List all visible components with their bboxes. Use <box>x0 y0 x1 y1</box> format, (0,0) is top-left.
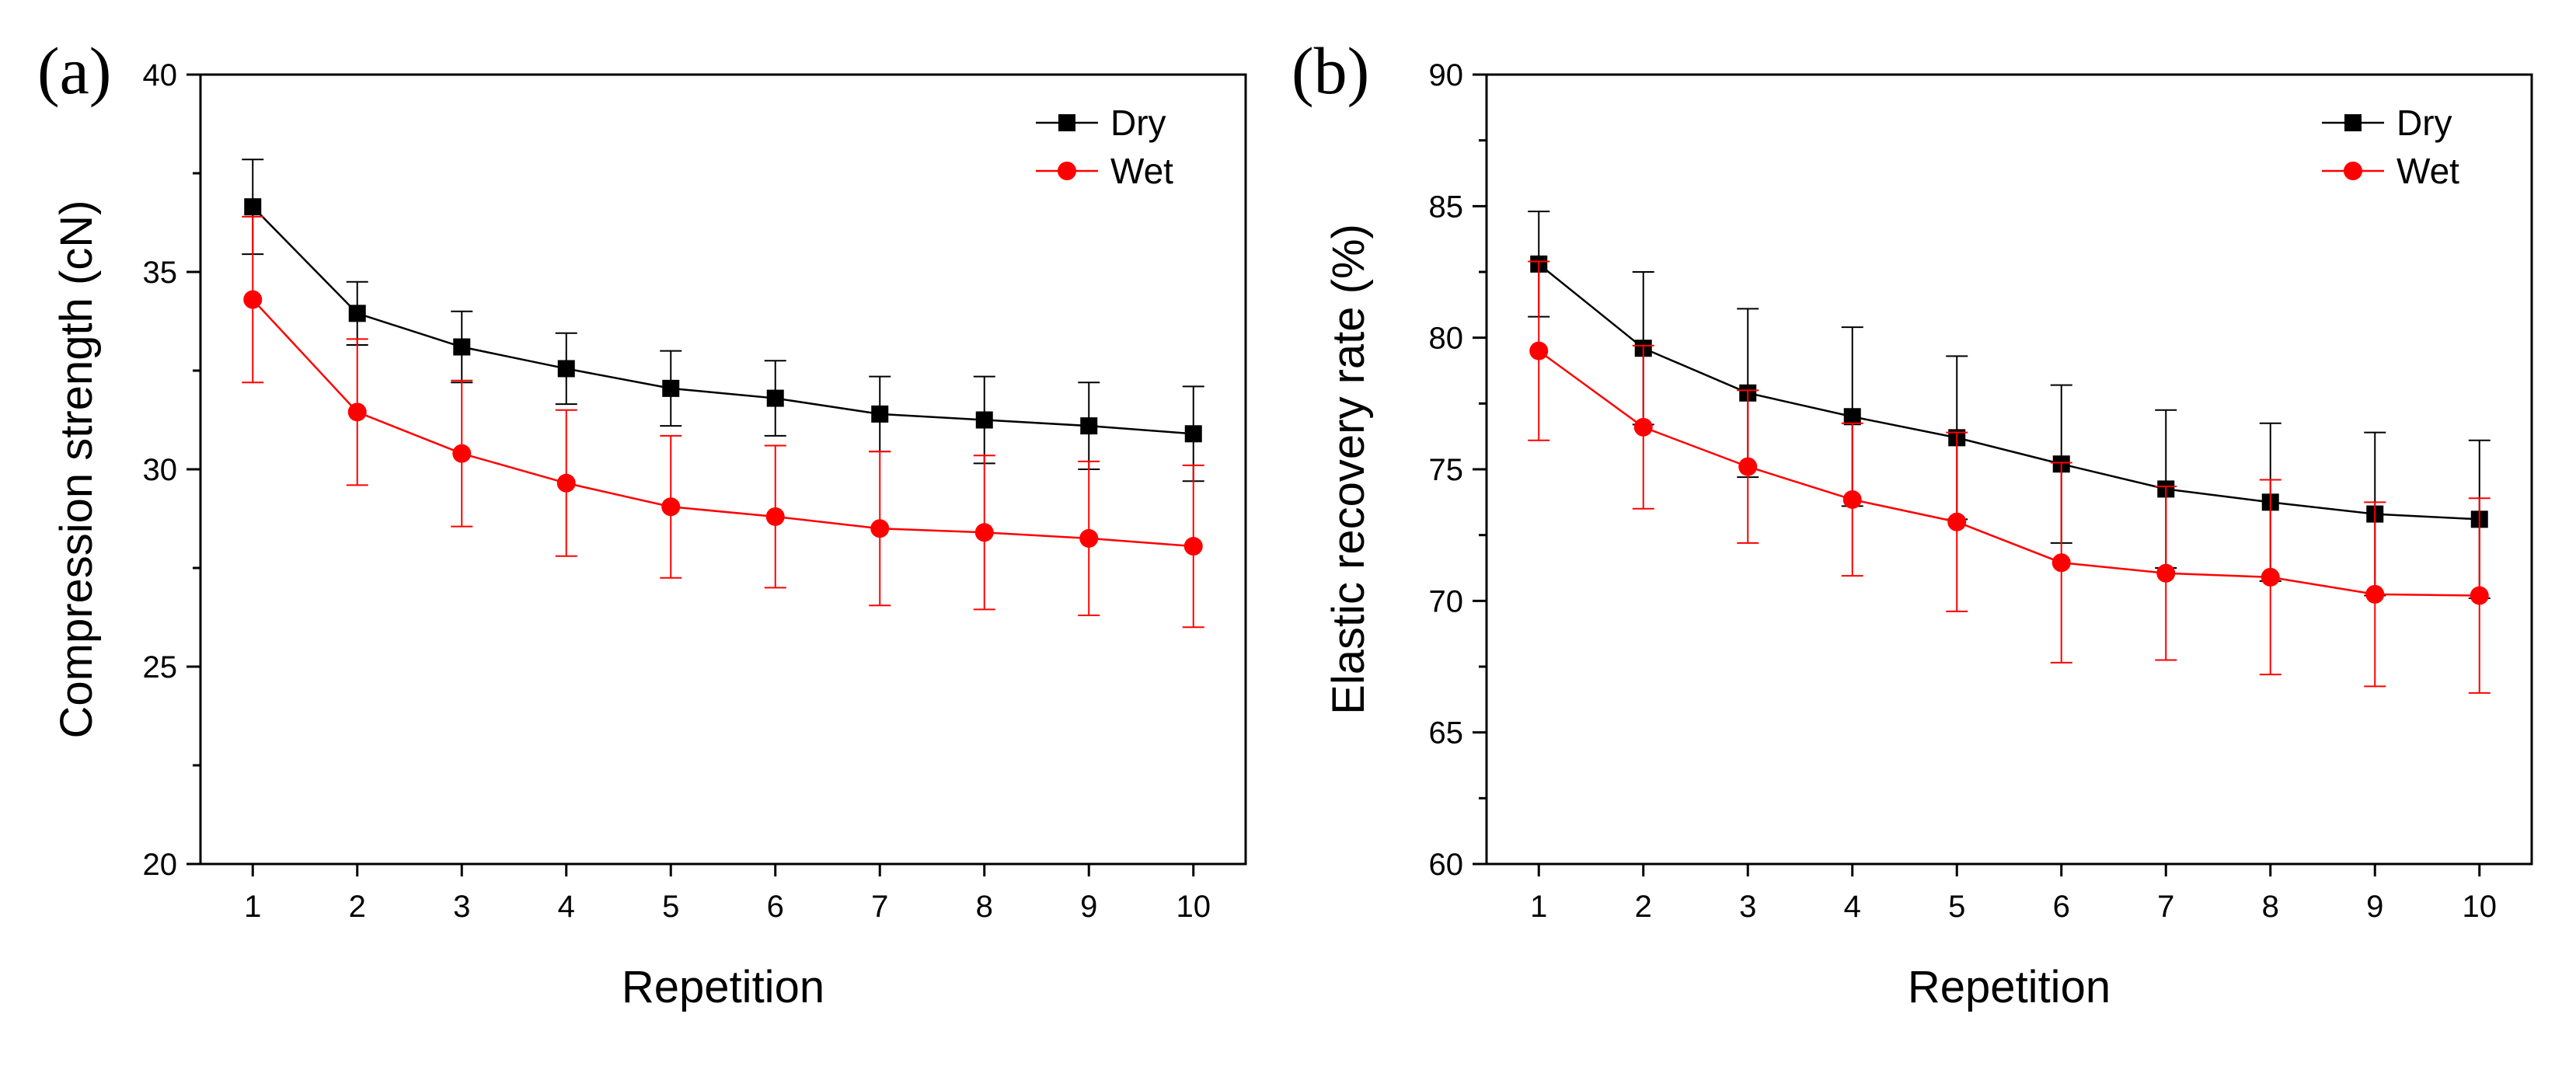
x-tick-label: 2 <box>349 890 366 924</box>
data-point <box>348 305 366 322</box>
x-tick-label: 6 <box>767 890 784 924</box>
x-tick-label: 4 <box>558 890 575 924</box>
x-tick-label: 1 <box>1530 890 1547 924</box>
x-tick-label: 3 <box>1739 890 1756 924</box>
y-axis-title: Elastic recovery rate (%) <box>1323 224 1374 715</box>
legend-label: Wet <box>2396 151 2459 191</box>
x-tick-label: 2 <box>1635 890 1652 924</box>
series-line <box>252 206 1194 435</box>
x-tick-label: 10 <box>2463 890 2498 924</box>
legend-marker <box>1058 114 1075 131</box>
series-wet <box>1528 260 2491 694</box>
panel-label: (b) <box>1291 33 1369 108</box>
data-point <box>661 497 681 517</box>
y-tick-label: 60 <box>1429 848 1464 882</box>
data-point <box>453 338 471 356</box>
data-point <box>2051 553 2071 573</box>
series-wet <box>242 215 1204 629</box>
data-point <box>662 379 680 397</box>
data-point <box>1183 537 1203 556</box>
data-point <box>244 198 262 216</box>
legend-marker <box>1058 162 1076 180</box>
x-tick-label: 10 <box>1176 890 1211 924</box>
data-point <box>452 444 472 463</box>
series-line <box>252 298 1194 548</box>
y-axis-title: Compression strength (cN) <box>51 200 102 739</box>
x-tick-label: 4 <box>1844 890 1861 924</box>
series-line <box>1538 263 2480 521</box>
data-point <box>975 411 993 429</box>
data-point <box>2470 586 2489 605</box>
series-dry <box>1528 211 2491 599</box>
x-tick-label: 7 <box>2157 890 2174 924</box>
data-point <box>2156 563 2176 583</box>
legend-marker <box>2344 114 2362 131</box>
data-point <box>1843 408 1861 426</box>
x-tick-label: 3 <box>453 890 470 924</box>
legend-label: Dry <box>2396 103 2452 143</box>
y-tick-label: 80 <box>1429 322 1464 356</box>
y-tick-label: 30 <box>143 453 178 487</box>
y-tick-label: 70 <box>1429 584 1464 618</box>
data-point <box>243 290 263 309</box>
series-line <box>1538 350 2480 597</box>
legend: Dry Wet <box>1036 103 1173 191</box>
data-point <box>1080 417 1098 435</box>
data-point <box>1184 425 1202 443</box>
x-tick-label: 1 <box>244 890 261 924</box>
legend-label: Dry <box>1110 103 1166 143</box>
data-point <box>556 473 576 493</box>
data-point <box>765 507 785 526</box>
x-tick-label: 6 <box>2053 890 2070 924</box>
panel-label: (a) <box>37 33 111 108</box>
x-tick-label: 7 <box>871 890 888 924</box>
data-point <box>871 405 889 423</box>
data-point <box>2261 567 2280 587</box>
y-tick-label: 35 <box>143 256 178 290</box>
legend: Dry Wet <box>2322 103 2459 191</box>
data-point <box>974 523 994 542</box>
y-tick-label: 20 <box>143 848 178 882</box>
data-point <box>557 360 575 378</box>
x-tick-label: 5 <box>662 890 679 924</box>
legend-marker <box>2344 162 2362 180</box>
x-tick-label: 8 <box>2262 890 2279 924</box>
y-tick-label: 40 <box>143 58 178 92</box>
x-axis-title: Repetition <box>622 962 824 1012</box>
data-point <box>1738 457 1758 476</box>
y-tick-label: 85 <box>1429 190 1464 224</box>
data-point <box>1079 528 1099 548</box>
x-tick-label: 9 <box>1080 890 1097 924</box>
data-point <box>870 519 890 538</box>
data-point <box>1633 417 1653 437</box>
chart-panel-a: (a) 1 2 3 4 5 6 7 8 9 10 20 25 30 35 40 Repetition Compre… <box>37 33 1247 1012</box>
series-dry <box>242 159 1204 483</box>
data-point <box>1947 512 1967 531</box>
x-tick-label: 9 <box>2366 890 2383 924</box>
y-tick-label: 25 <box>143 650 178 685</box>
y-tick-label: 75 <box>1429 453 1464 487</box>
data-point <box>1529 341 1549 361</box>
x-tick-label: 5 <box>1948 890 1965 924</box>
data-point <box>766 389 784 407</box>
x-axis-title: Repetition <box>1908 962 2111 1012</box>
y-tick-label: 90 <box>1429 58 1464 92</box>
data-point <box>347 402 367 422</box>
legend-label: Wet <box>1110 151 1173 191</box>
chart-panel-b: (b) 1 2 3 4 5 6 7 8 9 10 60 65 70 75 80 85 90 Repetition El… <box>1291 33 2533 1012</box>
data-point <box>1842 489 1862 509</box>
x-tick-label: 8 <box>976 890 993 924</box>
y-tick-label: 65 <box>1429 716 1464 751</box>
data-point <box>2365 584 2385 604</box>
